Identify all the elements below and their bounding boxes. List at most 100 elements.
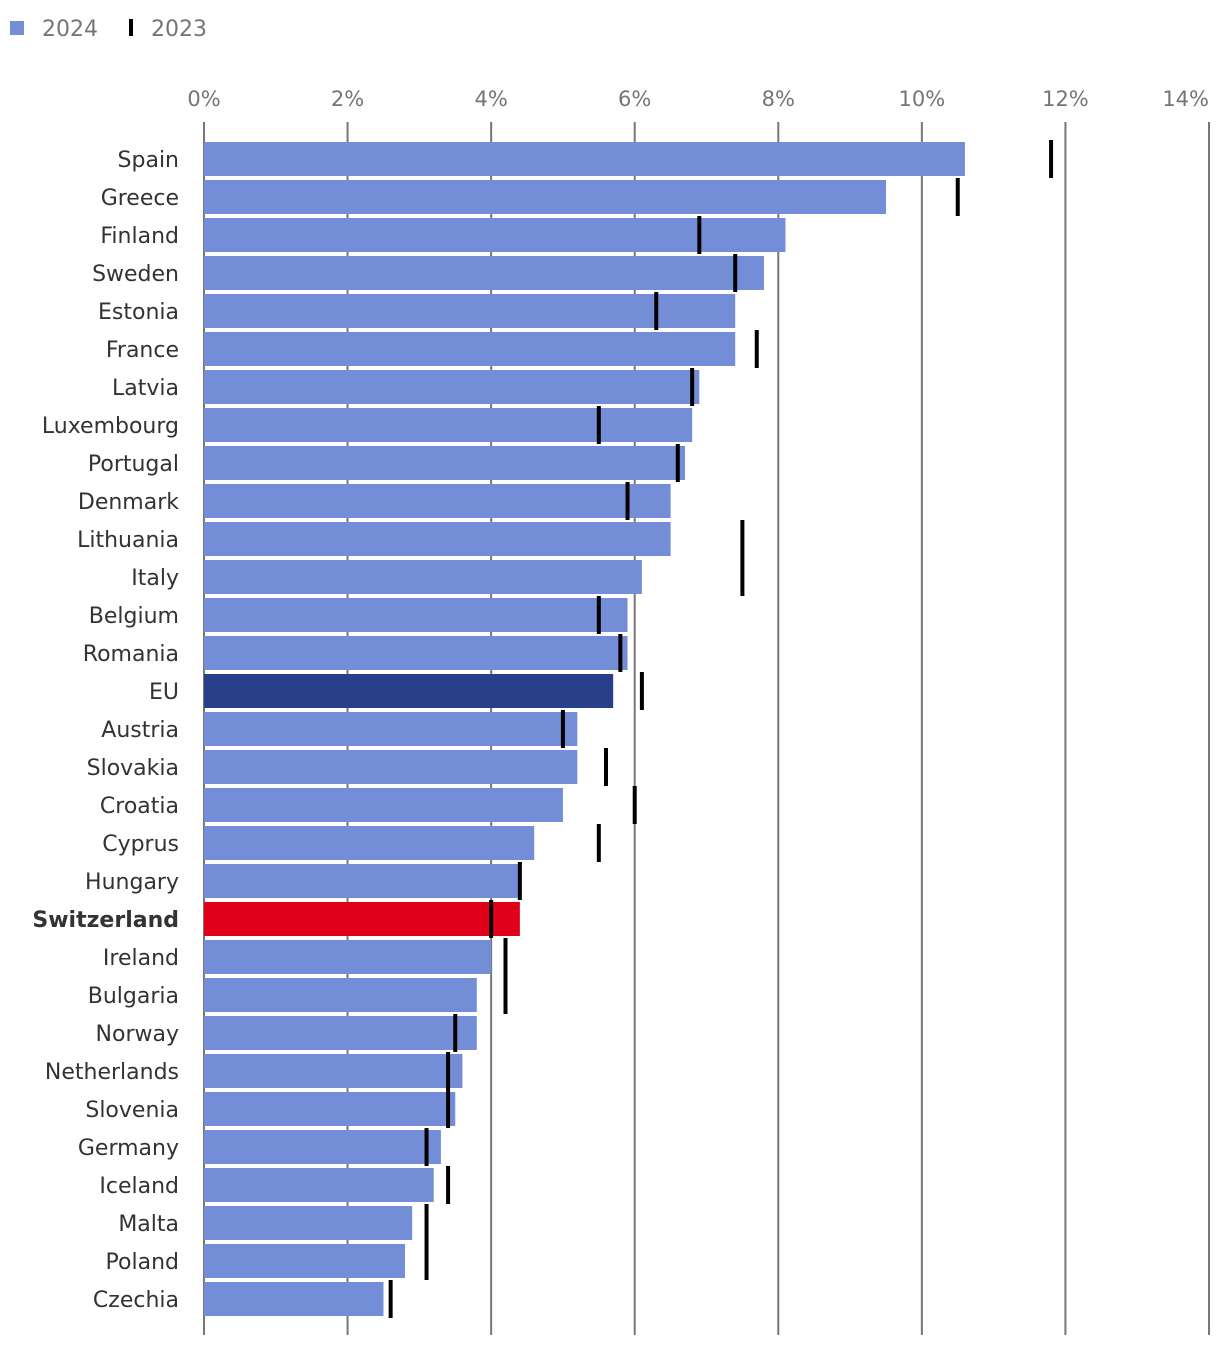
marker-2023-czechia: [388, 1280, 393, 1318]
x-tick-label-0: 0%: [187, 87, 220, 111]
marker-2023-estonia: [654, 292, 659, 330]
markers-2023: [388, 140, 1054, 1318]
marker-2023-malta: [424, 1204, 429, 1242]
bar-2024-portugal: [204, 446, 685, 480]
bar-2024-slovenia: [204, 1092, 456, 1126]
marker-2023-norway: [453, 1014, 458, 1052]
marker-2023-denmark: [625, 482, 630, 520]
marker-2023-spain: [1049, 140, 1054, 178]
marker-2023-ireland: [503, 938, 508, 976]
bar-2024-hungary: [204, 864, 520, 898]
bar-2024-denmark: [204, 484, 671, 518]
category-label-spain: Spain: [118, 148, 179, 173]
bar-2024-netherlands: [204, 1054, 463, 1088]
bars-2024: [204, 142, 965, 1316]
x-tick-label-4: 4%: [474, 87, 507, 111]
marker-2023-iceland: [446, 1166, 451, 1204]
bar-2024-romania: [204, 636, 628, 670]
category-label-latvia: Latvia: [112, 376, 179, 401]
category-label-norway: Norway: [96, 1022, 179, 1047]
category-label-netherlands: Netherlands: [45, 1060, 179, 1085]
marker-2023-portugal: [675, 444, 680, 482]
marker-2023-netherlands: [446, 1052, 451, 1090]
category-label-greece: Greece: [101, 186, 179, 211]
category-label-italy: Italy: [131, 566, 179, 591]
category-label-lithuania: Lithuania: [77, 528, 179, 553]
legend-swatch-2024: [10, 21, 24, 35]
bar-2024-estonia: [204, 294, 736, 328]
marker-2023-belgium: [596, 596, 601, 634]
category-label-ireland: Ireland: [103, 946, 179, 971]
category-label-hungary: Hungary: [85, 870, 179, 895]
bar-2024-sweden: [204, 256, 764, 290]
category-label-poland: Poland: [106, 1250, 179, 1275]
marker-2023-cyprus: [596, 824, 601, 862]
marker-2023-romania: [618, 634, 623, 672]
bar-2024-finland: [204, 218, 786, 252]
category-label-switzerland: Switzerland: [32, 908, 179, 933]
category-label-slovakia: Slovakia: [87, 756, 179, 781]
bar-2024-cyprus: [204, 826, 535, 860]
category-label-slovenia: Slovenia: [85, 1098, 179, 1123]
bar-2024-greece: [204, 180, 886, 214]
marker-2023-luxembourg: [596, 406, 601, 444]
marker-2023-slovakia: [604, 748, 608, 786]
bar-2024-iceland: [204, 1168, 434, 1202]
legend-label-2023: 2023: [151, 17, 207, 42]
marker-2023-bulgaria: [503, 976, 508, 1014]
marker-2023-latvia: [690, 368, 695, 406]
category-label-denmark: Denmark: [78, 490, 179, 515]
bar-2024-austria: [204, 712, 578, 746]
legend: 2024 2023: [10, 17, 207, 42]
category-label-croatia: Croatia: [100, 794, 179, 819]
x-tick-label-6: 6%: [618, 87, 651, 111]
marker-2023-hungary: [517, 862, 522, 900]
category-label-eu: EU: [149, 680, 179, 705]
category-label-belgium: Belgium: [89, 604, 179, 629]
category-label-iceland: Iceland: [99, 1174, 179, 1199]
marker-2023-germany: [424, 1128, 429, 1166]
x-tick-label-8: 8%: [762, 87, 795, 111]
marker-2023-italy: [740, 558, 745, 596]
marker-2023-france: [754, 330, 759, 368]
bar-2024-norway: [204, 1016, 477, 1050]
category-label-bulgaria: Bulgaria: [88, 984, 179, 1009]
category-label-romania: Romania: [83, 642, 179, 667]
bar-2024-belgium: [204, 598, 628, 632]
category-labels: Spain Greece Finland Sweden Estonia France Lat…: [32, 148, 179, 1313]
category-label-czechia: Czechia: [93, 1288, 179, 1313]
bar-2024-switzerland: [204, 902, 520, 936]
marker-2023-greece: [955, 178, 960, 216]
bar-2024-bulgaria: [204, 978, 477, 1012]
marker-2023-croatia: [632, 786, 637, 824]
legend-label-2024: 2024: [42, 17, 98, 42]
bar-2024-lithuania: [204, 522, 671, 556]
marker-2023-austria: [560, 710, 565, 748]
bar-2024-latvia: [204, 370, 700, 404]
marker-2023-slovenia: [446, 1090, 451, 1128]
bar-2024-croatia: [204, 788, 563, 822]
category-label-finland: Finland: [100, 224, 179, 249]
x-tick-label-12: 12%: [1042, 87, 1089, 111]
marker-2023-switzerland: [489, 900, 494, 938]
category-label-austria: Austria: [101, 718, 179, 743]
category-label-sweden: Sweden: [92, 262, 179, 287]
bar-2024-spain: [204, 142, 965, 176]
x-tick-label-10: 10%: [899, 87, 946, 111]
bar-2024-czechia: [204, 1282, 384, 1316]
x-tick-label-2: 2%: [331, 87, 364, 111]
category-label-estonia: Estonia: [98, 300, 179, 325]
category-label-france: France: [106, 338, 179, 363]
bar-2024-luxembourg: [204, 408, 693, 442]
category-label-germany: Germany: [78, 1136, 179, 1161]
bar-2024-slovakia: [204, 750, 578, 784]
bar-2024-germany: [204, 1130, 441, 1164]
marker-2023-finland: [697, 216, 702, 254]
bar-2024-italy: [204, 560, 642, 594]
x-tick-label-14: 14%: [1162, 87, 1209, 111]
category-label-cyprus: Cyprus: [102, 832, 179, 857]
category-label-luxembourg: Luxembourg: [42, 414, 179, 439]
bar-2024-france: [204, 332, 736, 366]
x-axis-tick-labels: 0% 2% 4% 6% 8% 10% 12% 14%: [187, 87, 1209, 111]
